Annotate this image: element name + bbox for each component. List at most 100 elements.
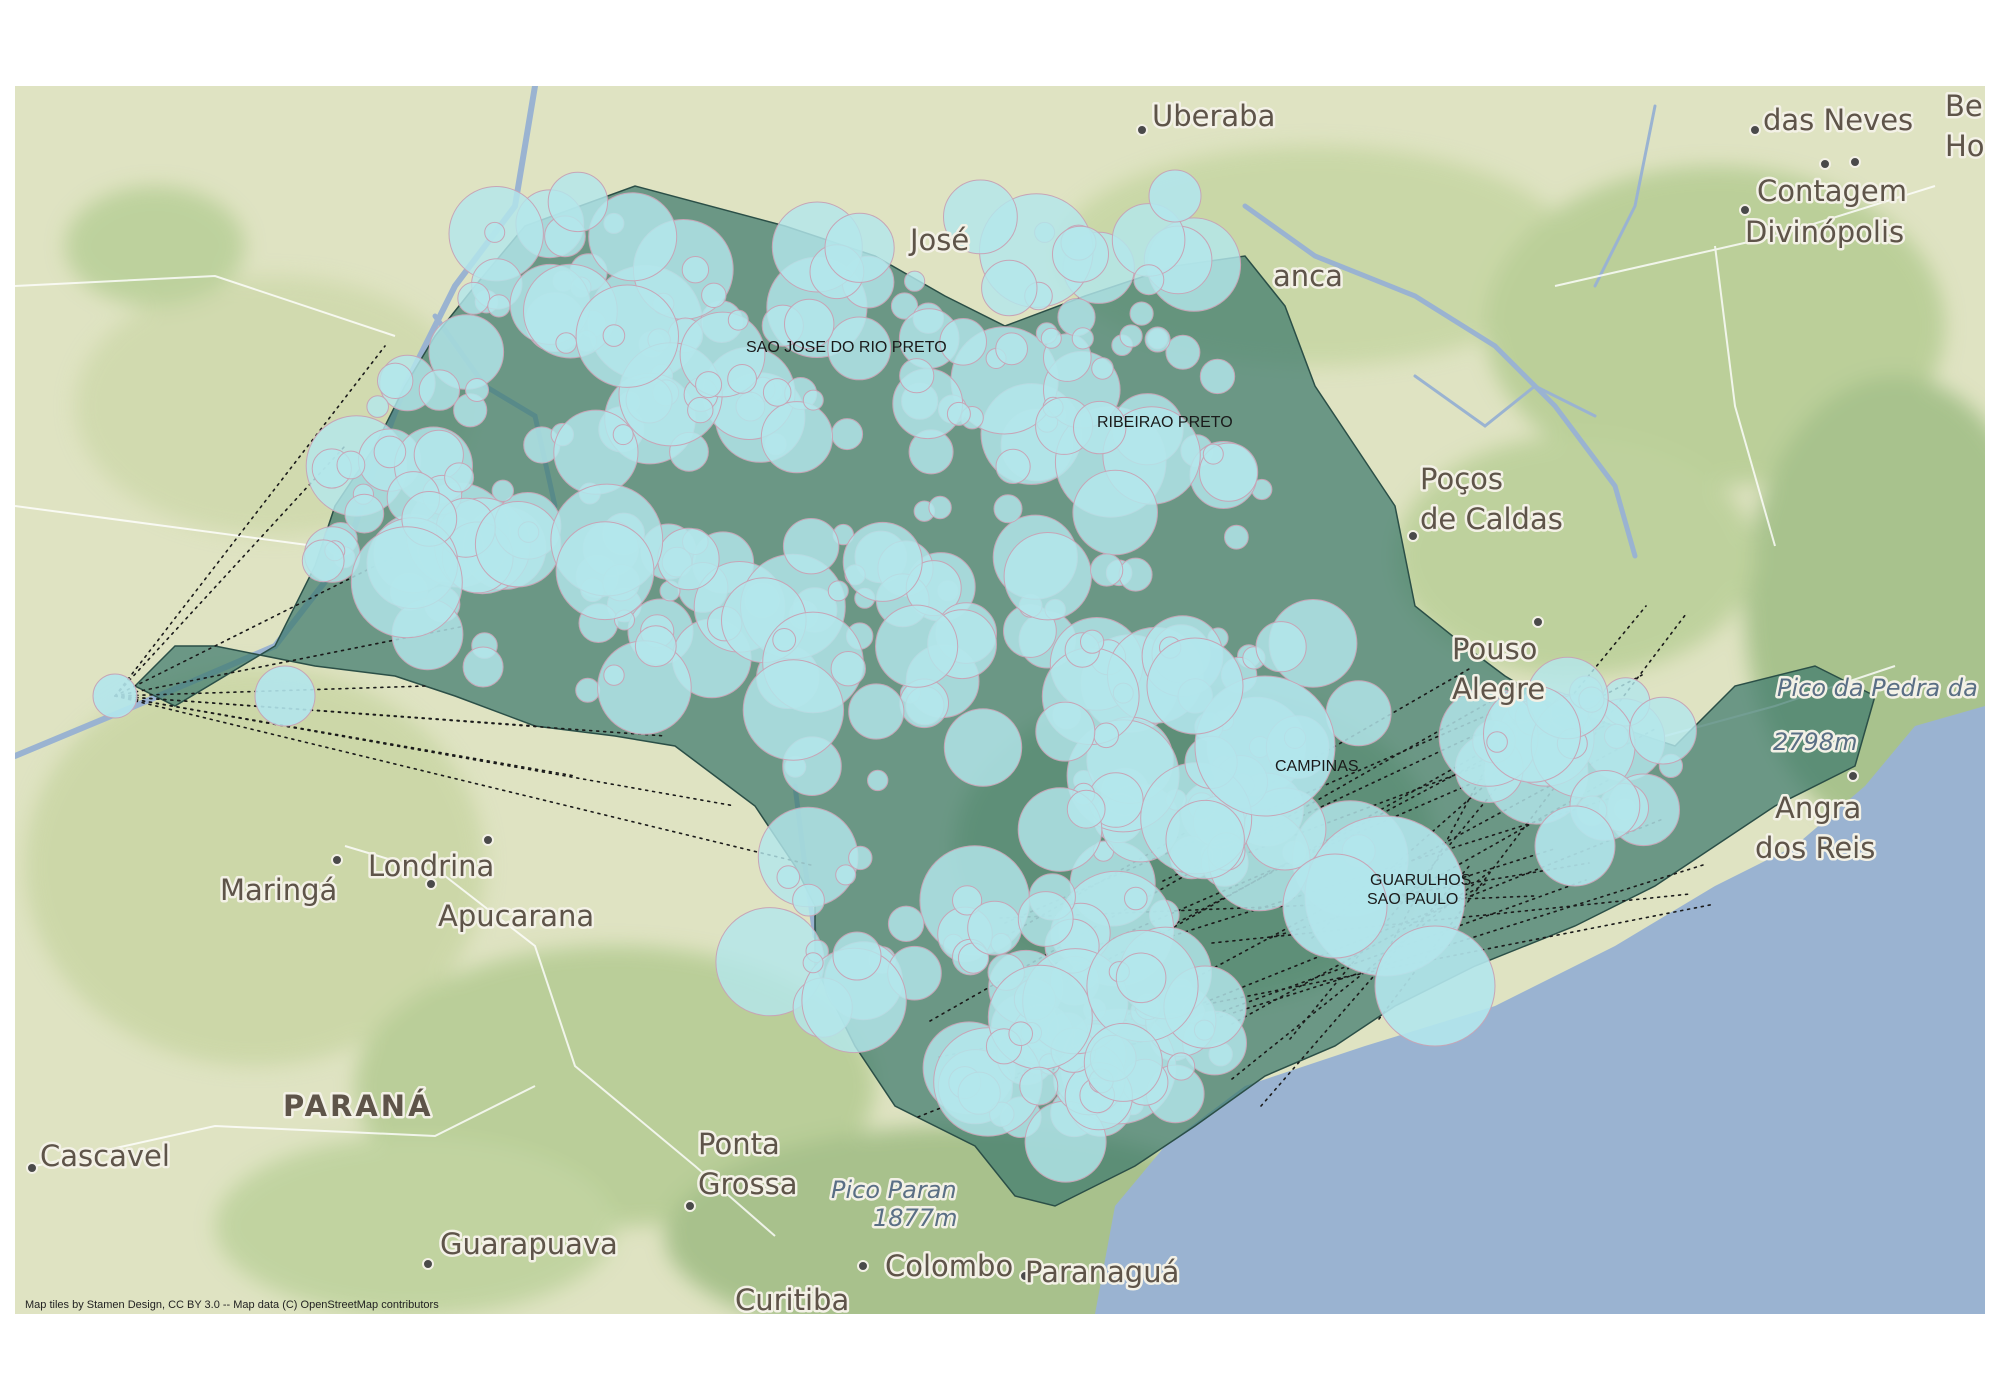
label-colombo: Colombo — [885, 1249, 1013, 1283]
municipality-bubble — [553, 409, 639, 495]
municipality-bubble — [802, 952, 824, 974]
label-jose: José — [908, 223, 969, 257]
municipality-bubble — [1255, 621, 1307, 673]
municipality-bubble — [1629, 696, 1697, 765]
municipality-bubble — [254, 665, 316, 727]
ocean — [1095, 706, 1985, 1314]
municipality-bubble — [1144, 326, 1171, 353]
municipality-bubble — [555, 521, 655, 621]
municipality-bubble — [588, 192, 678, 282]
municipality-bubble — [1224, 524, 1249, 550]
basemap-labels: Uberaba Ribeirão das Neves Be Ho Contage… — [38, 86, 1986, 1314]
municipality-bubble — [1124, 886, 1148, 911]
label-guarapuava: Guarapuava — [440, 1227, 618, 1261]
municipality-bubble — [946, 401, 971, 426]
city-label-guarulhos: GUARULHOS — [1370, 872, 1471, 889]
town-markers — [26, 124, 1861, 1282]
label-angra-1: Angra — [1775, 791, 1861, 825]
municipality-bubble — [995, 332, 1028, 366]
municipality-bubble — [952, 885, 983, 916]
municipality-bubble — [1066, 789, 1106, 829]
municipality-bubble — [981, 259, 1038, 317]
connection-line — [1084, 879, 1587, 1062]
municipality-bubble — [366, 395, 390, 418]
municipality-bubble — [418, 369, 461, 411]
municipality-bubble — [939, 318, 988, 366]
municipality-bubble — [802, 389, 824, 411]
municipality-bubble — [1073, 400, 1127, 455]
municipality-bubble — [867, 769, 889, 792]
municipality-bubble — [444, 462, 475, 493]
label-franca: anca — [1273, 259, 1343, 293]
municipality-bubble — [1534, 805, 1616, 887]
label-maringa: Maringá — [220, 873, 337, 907]
map-canvas[interactable]: Uberaba Ribeirão das Neves Be Ho Contage… — [15, 86, 1985, 1314]
municipality-bubble — [575, 284, 679, 388]
municipality-bubbles — [92, 169, 1697, 1183]
municipality-bubble — [887, 905, 925, 942]
municipality-bubble — [832, 931, 882, 981]
municipality-bubble — [792, 883, 825, 917]
municipality-bubble — [602, 324, 626, 347]
municipality-bubble — [457, 281, 491, 315]
municipality-bubble — [824, 212, 895, 283]
municipality-bubble — [377, 362, 414, 399]
municipality-bubble — [943, 179, 1018, 255]
label-pico-parana-1: Pico Paran — [831, 1176, 957, 1204]
municipality-bubble — [681, 256, 710, 284]
municipality-bubble — [760, 401, 834, 474]
city-label-sao-jose-do-rio-preto: SAO JOSE DO RIO PRETO — [746, 339, 947, 356]
municipality-bubble — [1083, 1022, 1163, 1102]
connection-line — [114, 695, 536, 727]
municipality-bubble — [695, 371, 723, 399]
label-parana: PARANÁ — [283, 1089, 434, 1123]
municipality-bubble — [634, 625, 677, 668]
municipality-bubble — [890, 292, 919, 320]
municipality-bubble — [1052, 225, 1109, 283]
municipality-bubble — [1072, 469, 1158, 556]
municipality-bubble — [762, 378, 792, 407]
municipality-bubble — [687, 396, 714, 424]
municipality-bubble — [92, 673, 138, 719]
municipality-bubble — [1071, 327, 1094, 350]
municipality-bubble — [657, 527, 720, 591]
municipality-bubble — [1019, 1066, 1059, 1106]
label-ribeirao-das-neves: das Neves — [1763, 103, 1913, 137]
municipality-bubble — [1080, 629, 1105, 654]
municipality-bubble — [742, 659, 845, 761]
municipality-bubble — [1282, 853, 1388, 959]
municipality-bubble — [1199, 358, 1236, 395]
municipality-bubble — [835, 864, 857, 886]
municipality-bubble — [1325, 680, 1392, 747]
municipality-bubble — [727, 364, 757, 394]
label-londrina: Londrina — [368, 849, 494, 883]
municipality-bubble — [827, 316, 892, 381]
municipality-bubble — [943, 708, 1023, 787]
municipality-bubble — [830, 651, 866, 687]
connection-line — [114, 555, 396, 697]
municipality-bubble — [1146, 637, 1244, 735]
municipality-bubble — [1167, 1052, 1196, 1081]
municipality-bubble — [1129, 301, 1154, 326]
municipality-bubble — [547, 171, 609, 233]
city-label-sao-paulo: SAO PAULO — [1367, 891, 1458, 908]
connection-line — [114, 695, 816, 867]
municipality-bubble — [995, 448, 1031, 484]
label-pocos-de-caldas-2: de Caldas — [1420, 502, 1563, 536]
municipality-bubble — [336, 450, 366, 480]
municipality-bubble — [784, 298, 835, 350]
municipality-bubble — [904, 270, 926, 292]
label-paranagua: Paranaguá — [1025, 1255, 1179, 1289]
label-apucarana: Apucarana — [438, 899, 594, 933]
label-belo-horizonte-1: Be — [1945, 89, 1983, 123]
municipality-bubble — [484, 221, 506, 243]
municipality-bubble — [603, 664, 625, 686]
municipality-bubble — [928, 495, 952, 520]
municipality-bubble — [350, 526, 463, 639]
label-ponta-grossa-1: Ponta — [698, 1127, 780, 1161]
municipality-bubble — [848, 845, 873, 871]
municipality-bubble — [1165, 799, 1245, 880]
municipality-bubble — [827, 580, 849, 602]
city-label-ribeirao-preto: RIBEIRAO PRETO — [1097, 414, 1233, 431]
label-divinopolis: Divinópolis — [1745, 215, 1904, 249]
